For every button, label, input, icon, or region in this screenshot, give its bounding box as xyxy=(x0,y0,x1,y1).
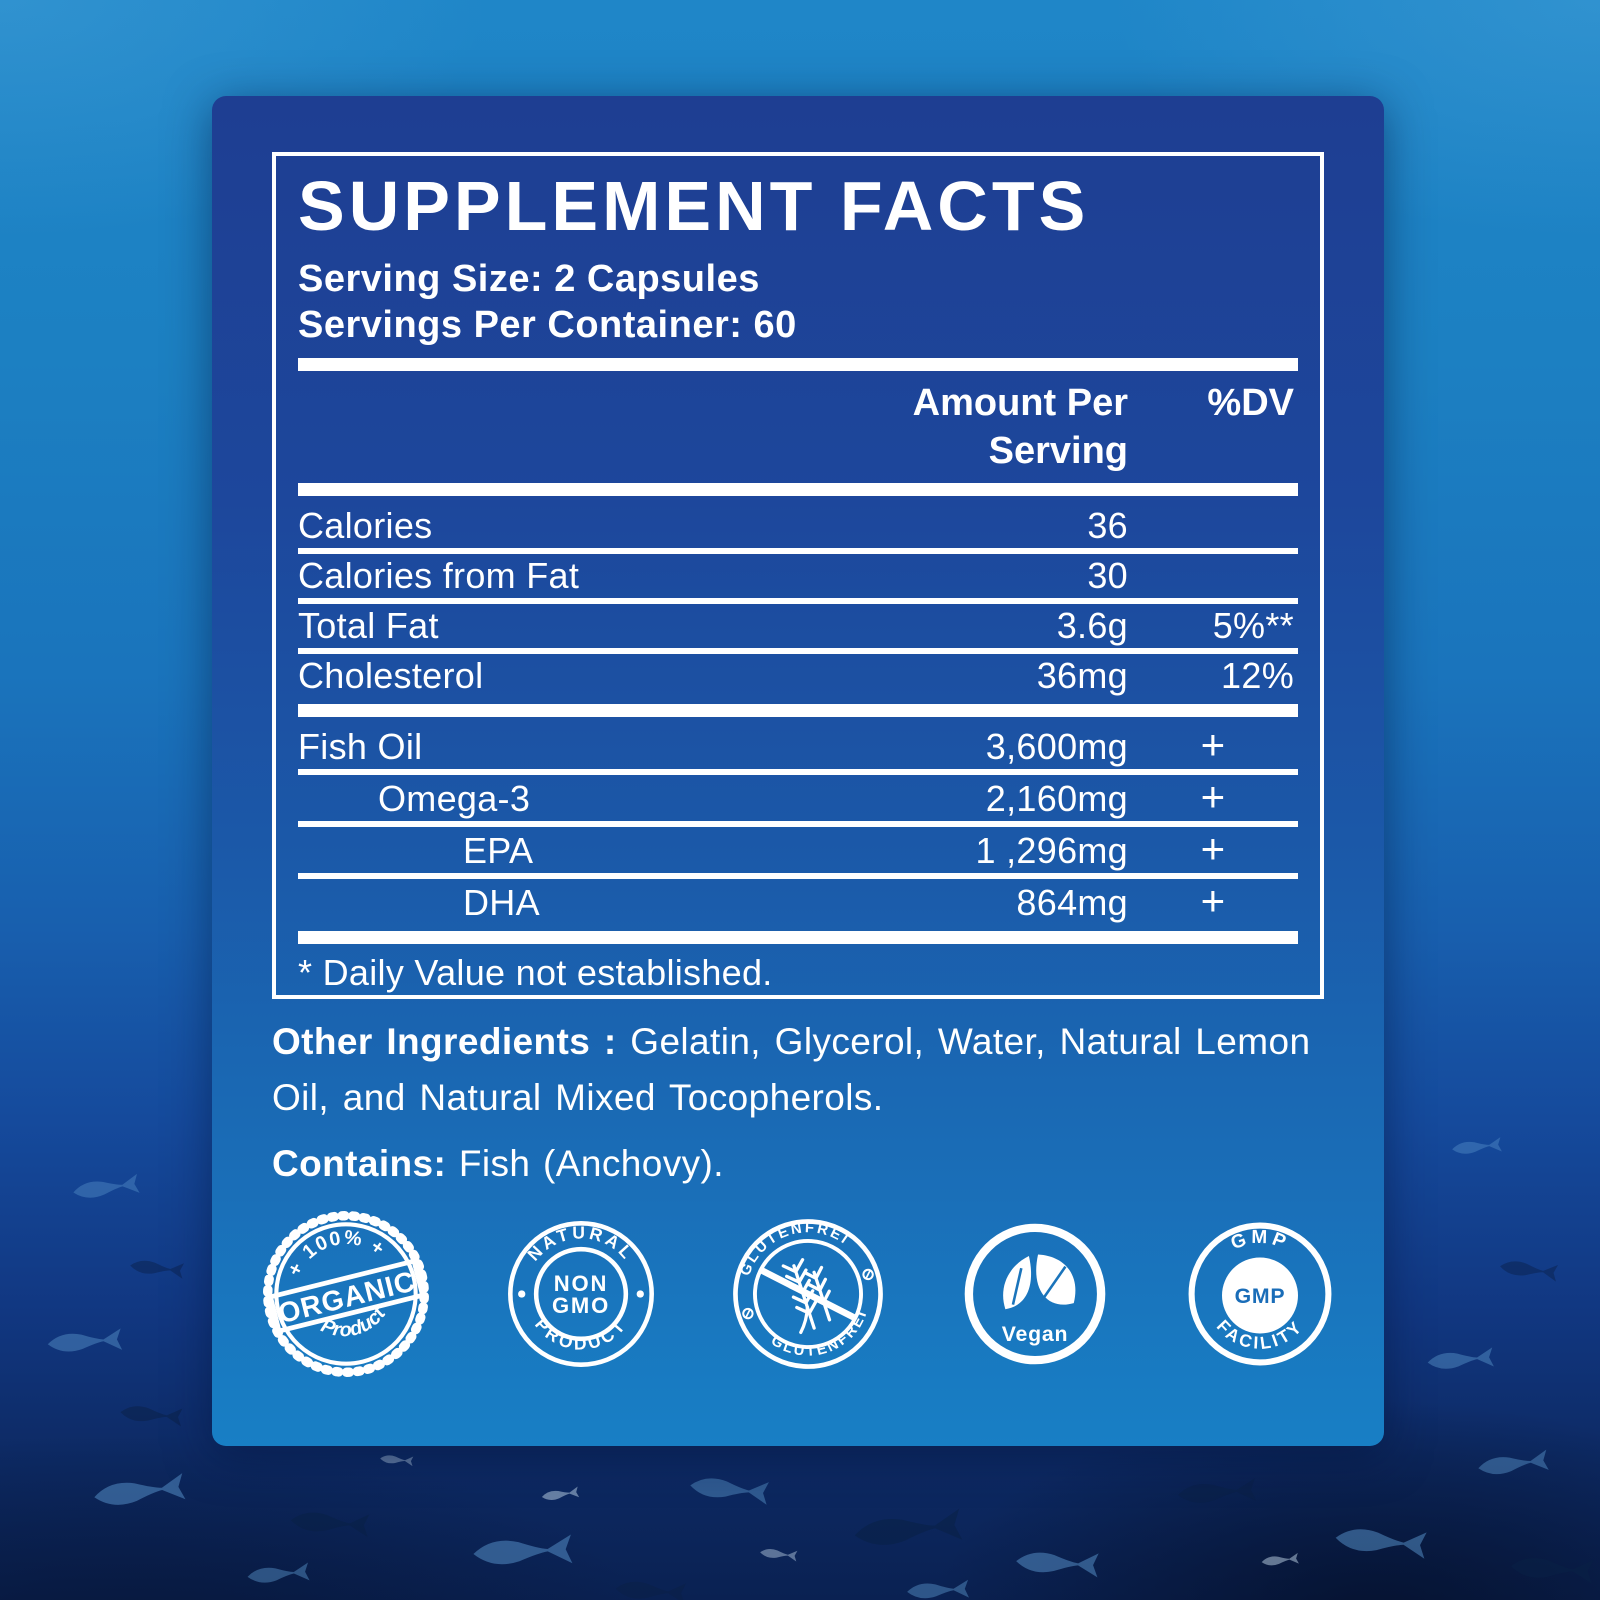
certification-badges: + 100% + ORGANIC Product NATURAL NON xyxy=(260,1208,1336,1380)
row-separator xyxy=(298,598,1298,604)
nutrient-amount: 3,600mg xyxy=(985,726,1128,767)
table-row: Total Fat 3.6g 5%** xyxy=(298,604,1298,648)
nutrient-amount: 3.6g xyxy=(1056,605,1128,646)
table-row: Calories 36 xyxy=(298,504,1298,548)
nutrient-name: Total Fat xyxy=(298,605,439,646)
supplement-facts-title: SUPPLEMENT FACTS xyxy=(298,167,1090,245)
nutrient-dv: + xyxy=(1200,877,1226,924)
slash-icon xyxy=(759,1267,857,1321)
non-gmo-top-text: NATURAL xyxy=(523,1222,635,1264)
vegan-text: Vegan xyxy=(1002,1322,1068,1346)
non-gmo-center-text-1: NON xyxy=(554,1271,608,1296)
table-row: Omega-3 2,160mg + xyxy=(298,775,1298,821)
divider-bar xyxy=(298,358,1298,371)
non-gmo-bottom-text: PRODUCT xyxy=(531,1314,627,1353)
nutrient-amount: 30 xyxy=(1087,555,1128,596)
row-separator xyxy=(298,648,1298,654)
nutrient-name: Calories xyxy=(298,505,433,546)
nutrient-amount: 1 ,296mg xyxy=(975,830,1128,871)
nutrient-amount: 2,160mg xyxy=(985,778,1128,819)
nutrient-amount: 864mg xyxy=(1016,882,1128,923)
table-row: Calories from Fat 30 xyxy=(298,554,1298,598)
other-ingredients: Other Ingredients : Gelatin, Glycerol, W… xyxy=(272,1014,1318,1126)
svg-text:NATURAL: NATURAL xyxy=(523,1222,638,1264)
non-gmo-center-text-2: GMO xyxy=(552,1293,610,1318)
wheat-icon xyxy=(781,1258,832,1335)
table-row: DHA 864mg + xyxy=(298,879,1298,925)
supplement-facts-box: SUPPLEMENT FACTS Serving Size: 2 Capsule… xyxy=(272,152,1324,999)
nutrient-name: Calories from Fat xyxy=(298,555,580,596)
divider-bar xyxy=(298,704,1298,717)
ingredients-section: Other Ingredients : Gelatin, Glycerol, W… xyxy=(272,1014,1318,1188)
gmp-center-text: GMP xyxy=(1235,1284,1286,1308)
row-separator xyxy=(298,548,1298,554)
nutrient-dv: 5%** xyxy=(1212,605,1294,646)
nutrient-name: Omega-3 xyxy=(378,778,531,819)
contains-text: Fish (Anchovy). xyxy=(446,1143,724,1184)
nutrient-name: Fish Oil xyxy=(298,726,423,767)
gmp-badge-icon: GMP GMP FACILITY xyxy=(1188,1222,1332,1366)
non-gmo-badge-icon: NATURAL NON GMO PRODUCT xyxy=(508,1221,654,1367)
nutrient-amount: 36mg xyxy=(1036,655,1128,696)
divider-bar xyxy=(298,483,1298,496)
contains-label: Contains: xyxy=(272,1143,447,1184)
row-separator xyxy=(298,873,1298,879)
gmp-top-text: GMP xyxy=(1228,1227,1288,1254)
svg-text:GMP: GMP xyxy=(1228,1227,1292,1254)
row-separator xyxy=(298,769,1298,775)
nutrient-amount: 36 xyxy=(1087,505,1128,546)
organic-badge-icon: + 100% + ORGANIC Product xyxy=(263,1211,429,1377)
supplement-label-panel: SUPPLEMENT FACTS Serving Size: 2 Capsule… xyxy=(212,96,1384,1446)
nutrient-dv: 12% xyxy=(1221,655,1294,696)
table-row: EPA 1 ,296mg + xyxy=(298,827,1298,873)
nutrient-dv: + xyxy=(1200,721,1226,768)
footnote: * Daily Value not established. xyxy=(298,952,773,993)
servings-per-container: Servings Per Container: 60 xyxy=(298,304,797,346)
vegan-badge-icon: Vegan xyxy=(964,1223,1106,1365)
gluten-free-badge-icon: GLUTENFREI GLUTENFREI xyxy=(730,1216,883,1372)
divider-bar xyxy=(298,931,1298,944)
svg-text:PRODUCT: PRODUCT xyxy=(531,1314,631,1353)
footnote: **Percent Daily Values are based on a 2,… xyxy=(298,994,1298,995)
nutrient-name: DHA xyxy=(463,882,540,923)
nutrient-name: Cholesterol xyxy=(298,655,484,696)
leaves-icon xyxy=(1003,1254,1076,1310)
contains-statement: Contains: Fish (Anchovy). xyxy=(272,1140,1318,1188)
nutrient-dv: + xyxy=(1200,773,1226,820)
header-amount-per-serving: Amount Per Serving xyxy=(912,382,1128,472)
nutrient-name: EPA xyxy=(463,830,534,871)
table-row: Fish Oil 3,600mg + xyxy=(298,723,1298,769)
serving-size: Serving Size: 2 Capsules xyxy=(298,258,760,300)
row-separator xyxy=(298,821,1298,827)
nutrient-dv: + xyxy=(1200,825,1226,872)
other-ingredients-label: Other Ingredients : xyxy=(272,1021,617,1062)
table-header-row: Amount Per Serving %DV xyxy=(298,379,1298,475)
table-row: Cholesterol 36mg 12% xyxy=(298,654,1298,698)
header-percent-dv: %DV xyxy=(1207,382,1294,424)
other-ingredients-text: Gelatin, Glycerol, Water, Natural Lemon … xyxy=(272,1021,1311,1118)
